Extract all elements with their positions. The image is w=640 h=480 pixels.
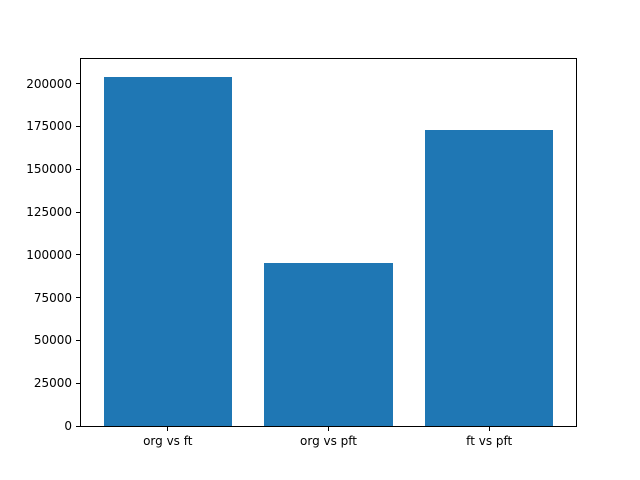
y-tick-mark <box>76 211 80 213</box>
bar-ft-vs-pft <box>424 129 554 426</box>
x-tick-mark <box>488 427 490 431</box>
y-tick-label: 0 <box>64 419 72 433</box>
x-tick-mark <box>328 427 329 431</box>
y-tick-mark <box>76 254 80 256</box>
y-tick-label: 200000 <box>26 76 72 91</box>
y-tick-label: 25000 <box>33 376 72 391</box>
y-tick-label: 50000 <box>33 333 72 348</box>
bar-org-vs-pft <box>264 263 393 426</box>
y-tick-label: 150000 <box>26 162 72 177</box>
y-tick-mark <box>76 425 80 427</box>
x-tick-label: org vs pft <box>300 434 357 448</box>
bar-org-vs-ft <box>103 76 233 426</box>
y-tick-label: 125000 <box>26 205 72 220</box>
plot-area <box>80 58 577 427</box>
x-tick-label: ft vs pft <box>466 434 513 448</box>
x-tick-mark <box>167 427 169 431</box>
y-tick-label: 75000 <box>33 290 72 305</box>
x-tick-label: org vs ft <box>143 434 193 448</box>
y-tick-mark <box>76 125 80 127</box>
y-tick-mark <box>76 297 80 299</box>
y-tick-mark <box>76 382 80 384</box>
y-tick-label: 175000 <box>26 119 72 134</box>
y-tick-mark <box>76 168 80 170</box>
y-tick-label: 100000 <box>26 247 72 262</box>
y-tick-mark <box>76 339 80 341</box>
y-tick-mark <box>76 83 80 85</box>
